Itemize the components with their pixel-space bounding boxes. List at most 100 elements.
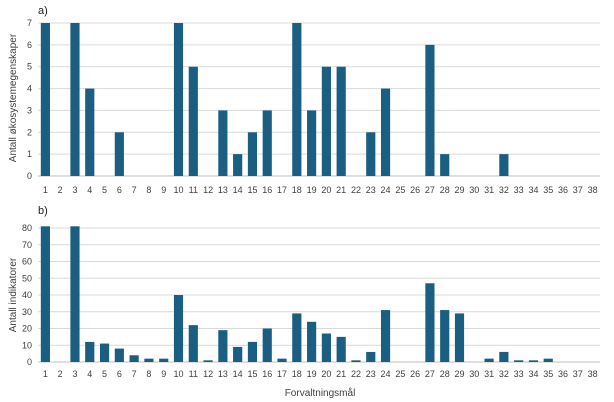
panel-b-x-tick-label: 36 — [558, 369, 568, 379]
panel-b-x-tick-label: 12 — [203, 369, 213, 379]
panel-a-y-tick-label: 3 — [27, 105, 32, 115]
panel-a-x-tick-label: 33 — [514, 185, 524, 195]
panel-a-x-tick-label: 29 — [454, 185, 464, 195]
panel-a-bar-21 — [336, 66, 346, 176]
panel-a-x-tick-label: 10 — [173, 185, 183, 195]
panel-b-bar-22 — [351, 360, 361, 362]
panel-a-x-tick-label: 28 — [440, 185, 450, 195]
panel-b-bar-13 — [218, 330, 228, 362]
panel-a-y-tick-label: 1 — [27, 149, 32, 159]
panel-a-bar-28 — [440, 154, 450, 176]
panel-b-x-tick-label: 16 — [262, 369, 272, 379]
panel-b-x-tick-label: 35 — [543, 369, 553, 379]
panel-b-bar-7 — [129, 355, 139, 362]
panel-b-bar-24 — [380, 310, 391, 362]
panel-b-gridlines — [38, 227, 600, 363]
panel-b-label: b) — [38, 205, 48, 217]
panel-a-x-ticks: 1 2 3 4 5 6 7 8 9 10 11 12 13 14 15 16 17 18 19 20 21 22 23 24 2… — [43, 185, 598, 195]
panel-b-bar-23 — [366, 351, 376, 362]
panel-b-y-tick-label: 50 — [22, 273, 32, 283]
panel-b-y-tick-label: 40 — [22, 290, 32, 300]
panel-b-x-tick-label: 38 — [588, 369, 598, 379]
panel-b-bar-15 — [247, 341, 258, 362]
panel-b-bar-28 — [440, 310, 450, 362]
panel-a-x-tick-label: 19 — [307, 185, 317, 195]
panel-a-y-tick-label: 5 — [27, 62, 32, 72]
panel-a-x-tick-label: 38 — [588, 185, 598, 195]
panel-a-x-tick-label: 18 — [292, 185, 302, 195]
panel-b-bar-18 — [292, 313, 302, 362]
panel-b-bars — [40, 226, 553, 362]
panel-a-bars — [40, 23, 509, 176]
panel-b-bar-33 — [514, 360, 524, 362]
panel-a-bar-19 — [307, 110, 317, 176]
panel-b-x-ticks: 1 2 3 4 5 6 7 8 9 10 11 12 13 14 15 16 17 18 19 20 21 22 23 24 2… — [43, 369, 598, 379]
panel-b-x-tick-label: 37 — [573, 369, 583, 379]
panel-b-y-tick-label: 10 — [22, 340, 32, 350]
panel-b-x-tick-label: 27 — [425, 369, 435, 379]
panel-a-x-tick-label: 21 — [336, 185, 346, 195]
panel-a-bar-4 — [85, 88, 95, 176]
panel-b-x-tick-label: 13 — [218, 369, 228, 379]
panel-a-x-tick-label: 20 — [321, 185, 331, 195]
panel-a-x-tick-label: 15 — [247, 185, 257, 195]
panel-a-x-tick-label: 25 — [395, 185, 405, 195]
panel-a-bar-3 — [70, 23, 80, 176]
panel-a-x-tick-label: 13 — [218, 185, 228, 195]
panel-b-bar-19 — [307, 321, 317, 362]
panel-b-x-tick-label: 9 — [161, 369, 166, 379]
panel-a-x-tick-label: 3 — [72, 185, 77, 195]
panel-b-bar-3 — [70, 226, 80, 362]
panel-a-x-tick-label: 16 — [262, 185, 272, 195]
panel-b-x-tick-label: 1 — [43, 369, 48, 379]
panel-a-x-tick-label: 30 — [469, 185, 479, 195]
panel-b-chart: b) Antall indikatorer 01020304050607080 … — [8, 205, 600, 399]
panel-b-bar-16 — [262, 328, 272, 362]
panel-a-y-tick-label: 2 — [27, 127, 32, 137]
panel-b-x-tick-label: 20 — [321, 369, 331, 379]
panel-b-y-tick-label: 30 — [22, 307, 32, 317]
panel-b-y-tick-label: 20 — [22, 324, 32, 334]
panel-a-bar-24 — [380, 88, 391, 176]
panel-a-x-tick-label: 5 — [102, 185, 107, 195]
panel-a-x-tick-label: 23 — [366, 185, 376, 195]
panel-b-x-tick-label: 34 — [528, 369, 538, 379]
panel-a-x-tick-label: 1 — [43, 185, 48, 195]
panel-a-bar-15 — [247, 132, 258, 176]
panel-a-x-tick-label: 14 — [233, 185, 243, 195]
panel-a-x-tick-label: 34 — [528, 185, 538, 195]
panel-a-y-tick-label: 6 — [27, 40, 32, 50]
panel-b-bar-17 — [277, 358, 287, 362]
panel-b-x-tick-label: 32 — [499, 369, 509, 379]
panel-b-x-tick-label: 5 — [102, 369, 107, 379]
panel-b-x-tick-label: 18 — [292, 369, 302, 379]
panel-a-x-tick-label: 22 — [351, 185, 361, 195]
panel-b-x-tick-label: 10 — [173, 369, 183, 379]
panel-a-bar-13 — [218, 110, 228, 176]
panel-b-bar-5 — [99, 343, 110, 362]
panel-a-bar-27 — [425, 44, 435, 176]
panel-b-bar-8 — [144, 358, 154, 362]
panel-b-bar-29 — [454, 313, 465, 362]
panel-b-y-tick-label: 80 — [22, 223, 32, 233]
panel-a-y-tick-label: 4 — [27, 84, 32, 94]
panel-a-gridlines — [38, 22, 600, 177]
panel-b-y-axis-label: Antall indikatorer — [8, 257, 19, 332]
panel-b-bar-10 — [173, 295, 184, 362]
panel-a-bar-1 — [40, 23, 50, 176]
panel-a-x-tick-label: 11 — [189, 185, 198, 195]
panel-a-x-tick-label: 36 — [558, 185, 568, 195]
panel-a-x-tick-label: 9 — [161, 185, 166, 195]
panel-b-bar-6 — [114, 348, 124, 362]
panel-a-x-tick-label: 27 — [425, 185, 435, 195]
panel-b-y-tick-label: 70 — [22, 240, 32, 250]
panel-b-bar-20 — [321, 333, 331, 362]
panel-b-bar-35 — [543, 358, 553, 362]
panel-b-y-ticks: 0 10 20 30 40 50 60 70 80 — [22, 223, 32, 367]
panel-b-bar-21 — [336, 336, 346, 362]
panel-b-x-tick-label: 4 — [87, 369, 92, 379]
panel-a-x-tick-label: 37 — [573, 185, 583, 195]
panel-b-x-tick-label: 7 — [132, 369, 137, 379]
